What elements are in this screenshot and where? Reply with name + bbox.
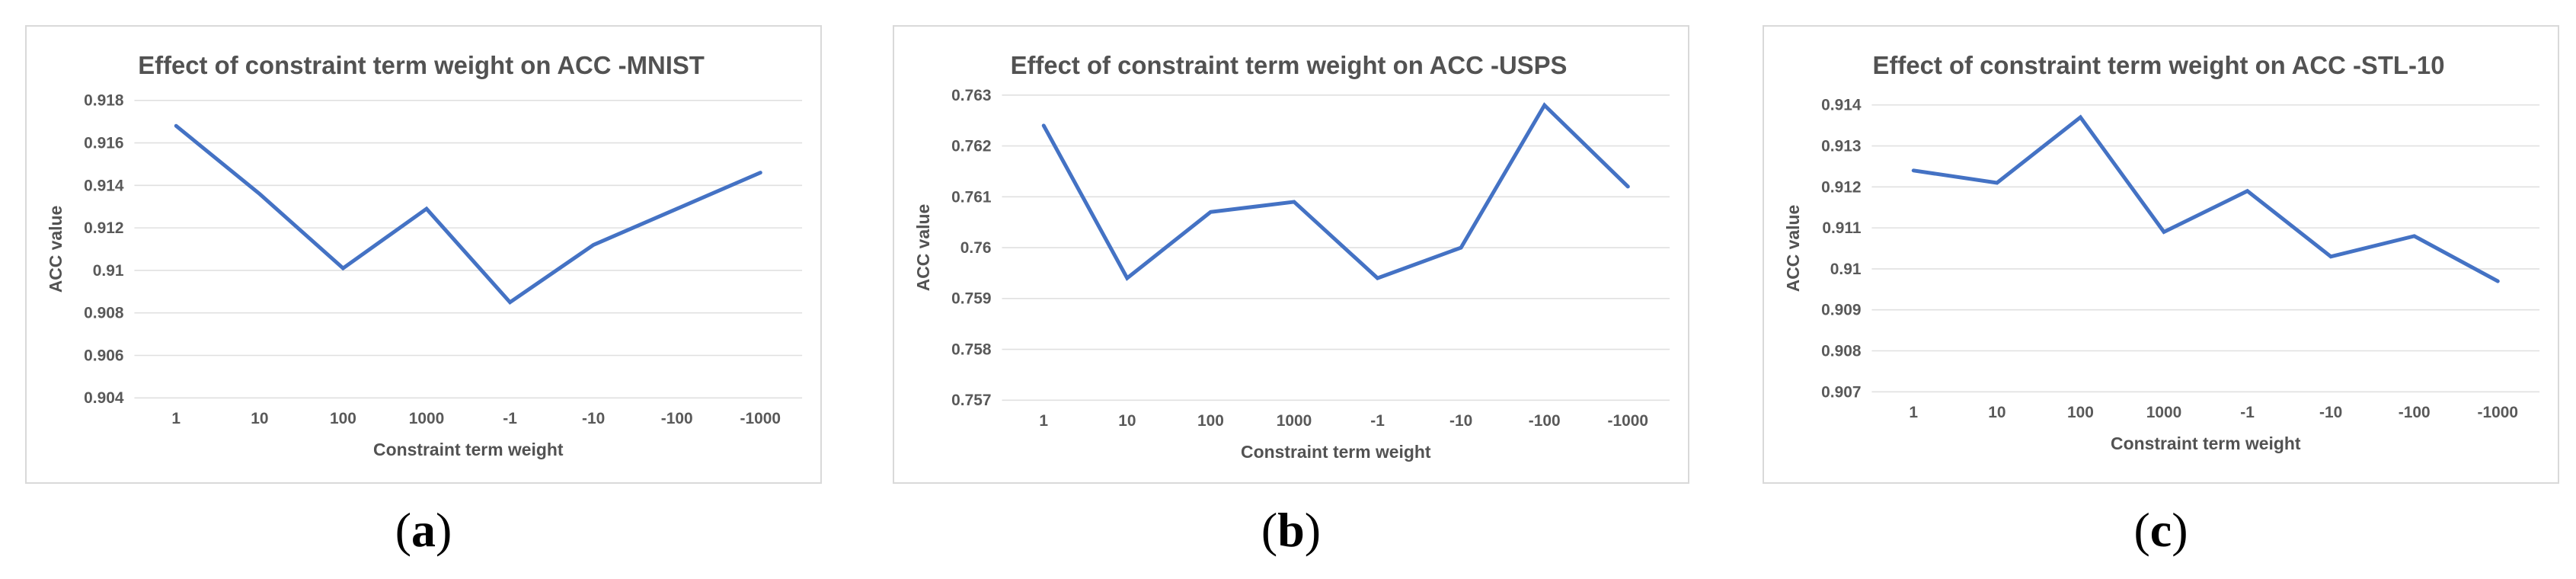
x-tick-label: -1000 bbox=[2478, 404, 2518, 421]
x-tick-label: -1000 bbox=[740, 410, 781, 427]
chart-panel-stl10: Effect of constraint term weight on ACC … bbox=[1763, 25, 2559, 484]
y-tick-label: 0.91 bbox=[93, 262, 124, 280]
y-tick-label: 0.763 bbox=[951, 87, 991, 104]
x-tick-label: 10 bbox=[251, 410, 268, 427]
subfigure-caption-c: (c) bbox=[1763, 494, 2559, 570]
y-tick-label: 0.912 bbox=[84, 219, 123, 237]
x-tick-label: -1000 bbox=[1608, 412, 1648, 430]
x-tick-label: 1000 bbox=[1277, 412, 1312, 430]
caption-letter: a bbox=[411, 503, 436, 557]
x-tick-label: 100 bbox=[1197, 412, 1224, 430]
y-tick-label: 0.913 bbox=[1821, 138, 1861, 155]
y-tick-label: 0.906 bbox=[84, 347, 123, 364]
x-tick-label: 1000 bbox=[409, 410, 445, 427]
caption-close-paren: ) bbox=[436, 503, 452, 557]
caption-open-paren: ( bbox=[395, 503, 411, 557]
x-tick-labels-group: 1 10 100 1000 -1 -10 -100 -1000 bbox=[171, 410, 781, 427]
x-tick-label: -10 bbox=[582, 410, 605, 427]
x-tick-label: -1 bbox=[2240, 404, 2255, 421]
x-tick-label: 100 bbox=[330, 410, 356, 427]
x-tick-label: -100 bbox=[2399, 404, 2431, 421]
y-tick-label: 0.91 bbox=[1830, 261, 1862, 278]
subfigure-caption-b: (b) bbox=[893, 494, 1689, 570]
caption-open-paren: ( bbox=[1261, 503, 1278, 557]
x-axis-title: Constraint term weight bbox=[373, 440, 564, 459]
x-tick-label: 10 bbox=[1988, 404, 2006, 421]
chart-title: Effect of constraint term weight on ACC … bbox=[1873, 51, 2445, 79]
series-line bbox=[1911, 114, 2500, 283]
y-tick-label: 0.904 bbox=[84, 389, 124, 407]
x-tick-label: 10 bbox=[1118, 412, 1136, 430]
y-tick-label: 0.76 bbox=[960, 239, 992, 257]
y-tick-labels-group: 0.914 0.913 0.912 0.911 0.91 0.909 0.908 0.907 bbox=[1821, 97, 1862, 401]
y-tick-labels-group: 0.763 0.762 0.761 0.76 0.759 0.758 0.757 bbox=[951, 87, 992, 409]
y-axis-title: ACC value bbox=[913, 204, 933, 292]
x-tick-label: 1000 bbox=[2146, 404, 2182, 421]
y-tick-label: 0.911 bbox=[1822, 219, 1862, 237]
gridlines-group bbox=[1002, 94, 1670, 401]
x-tick-label: 1 bbox=[1909, 404, 1918, 421]
x-tick-label: 1 bbox=[171, 410, 181, 427]
x-tick-labels-group: 1 10 100 1000 -1 -10 -100 -1000 bbox=[1909, 404, 2518, 421]
y-tick-label: 0.908 bbox=[84, 305, 123, 322]
y-tick-label: 0.916 bbox=[84, 135, 123, 152]
gridlines-group bbox=[1871, 104, 2540, 393]
y-tick-label: 0.908 bbox=[1821, 342, 1861, 360]
y-tick-label: 0.918 bbox=[84, 92, 123, 110]
chart-title: Effect of constraint term weight on ACC … bbox=[138, 51, 705, 79]
y-tick-label: 0.914 bbox=[1821, 97, 1862, 114]
subfigure-caption-a: (a) bbox=[25, 494, 822, 570]
chart-panel-mnist: Effect of constraint term weight on ACC … bbox=[25, 25, 822, 484]
y-tick-label: 0.914 bbox=[84, 177, 124, 194]
x-axis-title: Constraint term weight bbox=[1241, 442, 1431, 462]
y-tick-label: 0.761 bbox=[951, 188, 992, 206]
y-tick-label: 0.762 bbox=[951, 138, 991, 155]
series-line bbox=[174, 123, 762, 305]
y-tick-label: 0.909 bbox=[1821, 302, 1861, 319]
y-tick-label: 0.759 bbox=[951, 290, 991, 308]
chart-panel-usps: Effect of constraint term weight on ACC … bbox=[893, 25, 1689, 484]
chart-title: Effect of constraint term weight on ACC … bbox=[1011, 51, 1568, 79]
x-tick-label: -1 bbox=[1370, 412, 1385, 430]
y-axis-title: ACC value bbox=[46, 206, 66, 293]
y-tick-label: 0.758 bbox=[951, 341, 991, 358]
y-tick-label: 0.907 bbox=[1821, 383, 1861, 401]
gridlines-group bbox=[134, 99, 803, 399]
caption-letter: b bbox=[1277, 503, 1305, 557]
x-tick-label: -10 bbox=[1449, 412, 1472, 430]
y-axis-title: ACC value bbox=[1783, 205, 1803, 293]
y-tick-label: 0.912 bbox=[1821, 178, 1861, 196]
x-tick-label: -100 bbox=[661, 410, 693, 427]
x-tick-label: 1 bbox=[1039, 412, 1048, 430]
y-tick-labels-group: 0.918 0.916 0.914 0.912 0.91 0.908 0.906 0.904 bbox=[84, 92, 124, 408]
chart-canvas-stl10: Effect of constraint term weight on ACC … bbox=[1783, 51, 2540, 453]
series-line bbox=[1041, 102, 1630, 281]
chart-canvas-usps: Effect of constraint term weight on ACC … bbox=[913, 51, 1670, 462]
caption-close-paren: ) bbox=[1304, 503, 1322, 557]
x-tick-labels-group: 1 10 100 1000 -1 -10 -100 -1000 bbox=[1039, 412, 1648, 430]
x-tick-label: -100 bbox=[1529, 412, 1561, 430]
x-tick-label: -1 bbox=[503, 410, 517, 427]
x-tick-label: 100 bbox=[2067, 404, 2094, 421]
chart-canvas-mnist: Effect of constraint term weight on ACC … bbox=[46, 51, 803, 459]
x-axis-title: Constraint term weight bbox=[2111, 433, 2301, 453]
x-tick-label: -10 bbox=[2319, 404, 2342, 421]
y-tick-label: 0.757 bbox=[951, 392, 991, 409]
caption-open-paren: ( bbox=[2133, 503, 2150, 557]
caption-close-paren: ) bbox=[2172, 503, 2188, 557]
caption-letter: c bbox=[2149, 503, 2172, 557]
